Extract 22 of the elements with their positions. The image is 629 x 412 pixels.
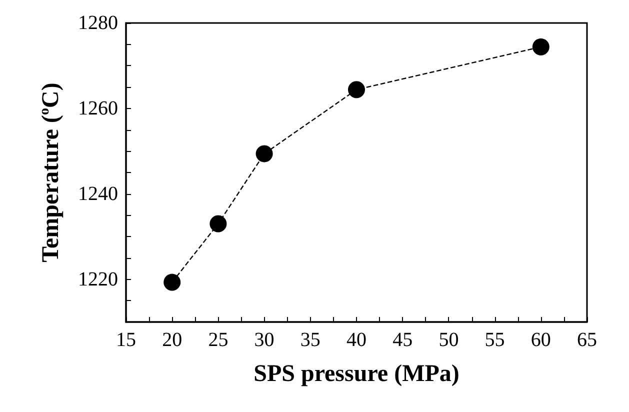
- x-tick-label: 40: [346, 329, 366, 351]
- y-tick-label: 1220: [78, 268, 118, 290]
- point: [164, 274, 181, 291]
- x-tick-label: 15: [116, 329, 136, 351]
- point: [210, 215, 227, 232]
- y-axis-title: Temperature (oC): [38, 82, 64, 262]
- x-tick-label: 35: [300, 329, 320, 351]
- x-tick-label: 50: [438, 329, 459, 351]
- point: [532, 38, 550, 56]
- x-tick-label: 55: [484, 329, 505, 351]
- x-tick-label: 25: [208, 329, 228, 351]
- x-axis-title: SPS pressure (MPa): [254, 361, 460, 387]
- x-tick-label: 65: [577, 329, 597, 351]
- x-tick-label: 20: [162, 329, 182, 351]
- y-tick-label: 1280: [78, 12, 118, 34]
- point: [256, 145, 273, 162]
- y-tick-label: 1260: [78, 97, 118, 120]
- x-tick-label: 60: [530, 329, 551, 351]
- point: [348, 81, 365, 98]
- x-tick-label: 45: [392, 329, 413, 351]
- y-tick-label: 1240: [78, 182, 118, 205]
- x-tick-label: 30: [254, 329, 274, 351]
